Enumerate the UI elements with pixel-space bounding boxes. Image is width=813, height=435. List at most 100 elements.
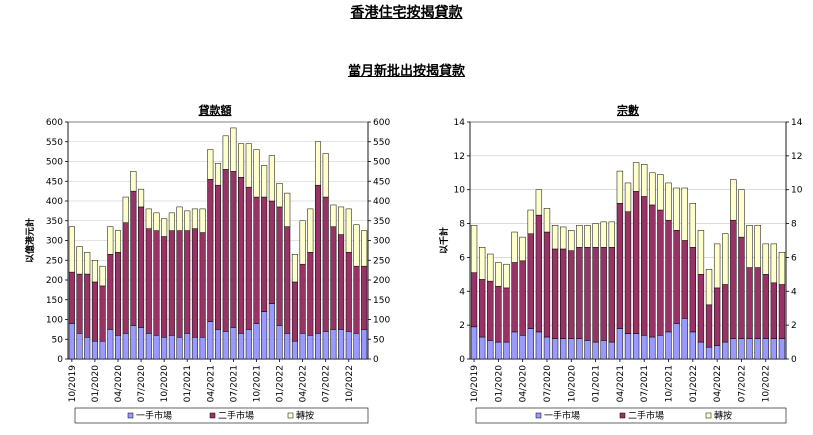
chart1-legend-label: 轉按 [296,410,314,422]
chart1-bar-first-hand [353,333,360,360]
chart1-bar-secondary [76,273,83,334]
chart2-bar-first-hand [608,341,615,360]
chart1-bar-refinance [222,135,229,170]
chart2-bar-first-hand [600,340,607,360]
chart2-bar-refinance [722,233,729,285]
chart2-bar-first-hand [657,335,664,360]
chart1-bar-refinance [284,192,291,227]
chart1-bar-refinance [291,254,298,283]
chart2-bar-refinance [778,252,786,285]
chart2-bar-secondary [551,248,559,339]
chart1-bar-refinance [161,218,168,237]
chart1-bar-first-hand [238,333,245,360]
chart1-bar-first-hand [291,340,298,360]
chart2-bar-refinance [503,263,510,289]
chart1-bar-first-hand [91,340,98,360]
chart1-bar-refinance [99,265,106,287]
chart2-bar-first-hand [697,341,705,360]
chart1-left-tick-label: 150 [46,296,63,306]
chart2-bar-secondary [527,233,534,329]
chart2-x-tick-label: 04/2020 [519,365,529,403]
chart1-bar-first-hand [76,333,83,360]
chart1-bar-first-hand [199,337,206,360]
chart2-left-tick-label: 14 [454,118,466,128]
chart2-bar-first-hand [527,328,534,360]
chart1-bar-secondary [314,184,322,334]
chart2-legend-label: 轉按 [714,410,732,422]
chart2-bar-refinance [641,164,648,197]
chart2-bar-secondary [470,272,478,328]
chart1-bar-refinance [322,153,329,198]
chart1-right-tick-label: 250 [373,256,390,266]
chart2-bar-refinance [568,230,575,251]
chart2-bar-first-hand [730,338,737,360]
chart2-right-tick-label: 4 [791,287,797,297]
chart1-bar-refinance [76,246,83,275]
chart1-bar-first-hand [138,327,145,360]
chart1-bar-refinance [353,224,360,267]
chart1-bar-refinance [238,143,245,178]
chart2-bar-refinance [495,262,502,287]
chart1-bar-first-hand [322,331,329,360]
chart1-bar-secondary [291,281,298,342]
chart2-bar-refinance [665,182,672,221]
chart2-bar-refinance [543,208,551,233]
chart2-bar-first-hand [738,338,745,360]
chart1-bar-secondary [353,265,360,334]
chart1-left-tick-label: 450 [46,177,63,187]
chart1-bar-first-hand [191,337,198,360]
chart2-x-tick-label: 01/2021 [592,365,602,402]
chart2-bar-refinance [697,230,705,275]
chart1-bar-first-hand [276,325,283,360]
chart1-bar-first-hand [161,337,168,360]
chart2-x-tick-label: 01/2020 [494,365,504,403]
chart2-bar-refinance [616,170,624,204]
chart1-bar-first-hand [168,335,175,360]
chart2-bar-refinance [470,225,478,273]
chart1-bar-first-hand [68,323,75,360]
chart1-bar-first-hand [299,333,306,360]
chart1-x-tick-label: 10/2020 [160,365,170,403]
chart2-left-tick-label: 6 [459,253,465,263]
chart1-bar-secondary [214,184,222,330]
chart2-bar-secondary [778,284,786,339]
chart1-bar-secondary [114,252,122,336]
chart1-right-tick-label: 400 [373,197,390,207]
chart1-bar-secondary [91,281,98,342]
chart2-bar-secondary [665,219,672,333]
chart2-bar-first-hand [551,338,559,360]
chart1-bar-refinance [153,212,160,231]
chart1-x-tick-label: 01/2021 [183,365,193,402]
chart1-bar-refinance [253,149,260,198]
chart2-bar-refinance [487,253,494,282]
chart1-left-tick-label: 200 [46,276,63,286]
chart2-left-tick-label: 10 [454,186,466,196]
chart2-bar-refinance [770,243,778,284]
chart1-bar-first-hand [284,333,291,360]
chart1-bar-secondary [322,196,329,332]
chart2-bar-secondary [568,250,575,339]
chart1-bar-secondary [253,196,260,324]
chart1-bar-secondary [307,252,314,336]
chart1-left-tick-label: 400 [46,197,63,207]
chart2-left-tick-label: 12 [454,152,465,162]
chart2-bar-secondary [754,267,761,339]
chart1-bar-secondary [238,177,245,334]
chart1-bar-first-hand [207,321,214,360]
chart1-bar-refinance [214,163,222,186]
chart1-right-tick-label: 200 [373,276,390,286]
chart1-bar-first-hand [253,323,260,360]
chart2-bar-first-hand [503,341,510,360]
chart1-bar-secondary [107,254,114,330]
chart1-bar-first-hand [345,331,352,360]
chart2-bar-first-hand [576,338,583,360]
chart1-left-tick-label: 50 [52,335,64,345]
chart2-x-tick-label: 07/2022 [737,365,747,402]
chart2-bar-secondary [730,219,737,339]
chart1-right-tick-label: 500 [373,158,390,168]
chart2-bar-refinance [519,236,526,262]
chart2-bar-refinance [584,225,591,248]
chart2-right-tick-label: 8 [791,220,797,230]
chart1-bar-first-hand [307,335,314,360]
chart2-legend-swatch [619,412,626,419]
